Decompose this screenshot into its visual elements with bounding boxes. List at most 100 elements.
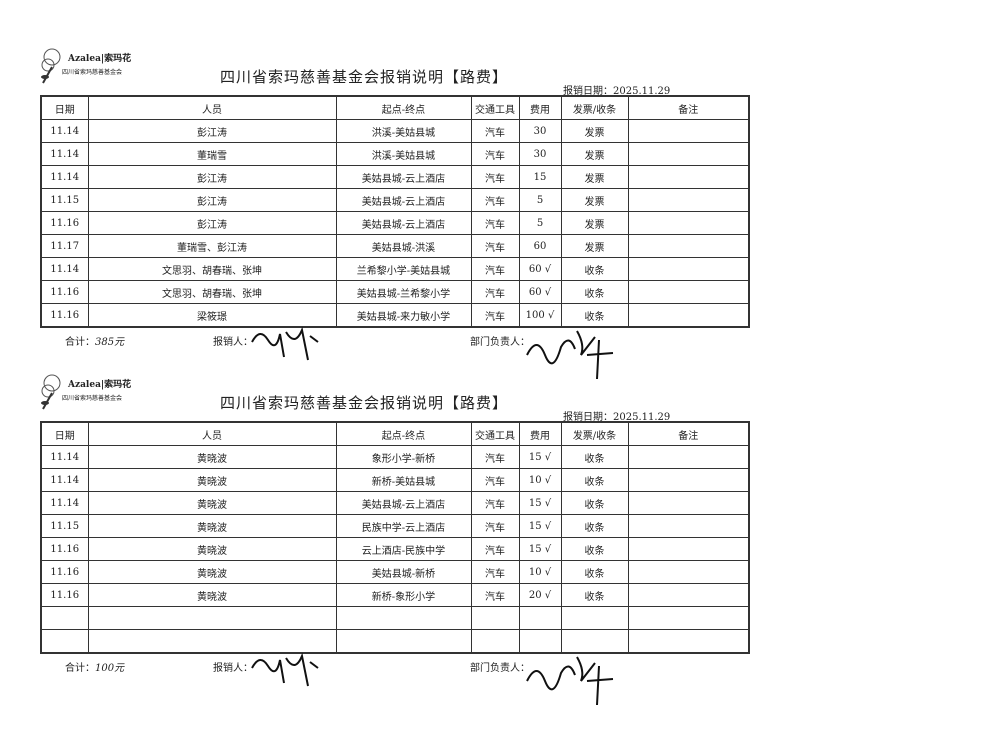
table-cell: 黄晓波 — [87, 468, 337, 492]
table-cell — [627, 142, 750, 166]
table-cell: 11.14 — [40, 165, 89, 189]
table-cell: 彭江涛 — [87, 119, 337, 143]
table-cell: 11.14 — [40, 119, 89, 143]
table-cell: 汽车 — [470, 537, 520, 561]
table-row: 11.16 黄晓波 美姑县城-新桥 汽车 10 √ 收条 — [40, 560, 750, 584]
column-header: 起点-终点 — [335, 95, 472, 120]
table-cell — [627, 211, 750, 235]
table-cell: 100 √ — [518, 303, 562, 328]
brand-name: Azalea|索玛花 — [68, 54, 132, 64]
table-cell: 美姑县城-云上酒店 — [335, 188, 472, 212]
expense-table: 日期 人员 起点-终点 交通工具 费用 发票/收条 备注 11.14 黄晓波 象形小学-新桥 汽车… — [40, 421, 750, 654]
table-cell: 收条 — [560, 514, 629, 538]
table-cell: 11.17 — [40, 234, 89, 258]
table-cell: 15 √ — [518, 445, 562, 469]
table-cell: 发票 — [560, 234, 629, 258]
column-header: 人员 — [87, 95, 337, 120]
table-cell — [627, 560, 750, 584]
table-cell: 梁筱璟 — [87, 303, 337, 328]
table-cell: 黄晓波 — [87, 560, 337, 584]
table-cell: 汽车 — [470, 514, 520, 538]
claimant-signature — [251, 326, 319, 361]
table-row: 11.16 梁筱璟 美姑县城-来力敏小学 汽车 100 √ 收条 — [40, 303, 750, 328]
table-row: 11.14 董瑞雪 洪溪-美姑县城 汽车 30 发票 — [40, 142, 750, 166]
table-header: 日期 人员 起点-终点 交通工具 费用 发票/收条 备注 — [40, 95, 750, 120]
table-cell — [627, 629, 750, 654]
table-cell: 收条 — [560, 583, 629, 607]
column-header: 日期 — [40, 95, 89, 120]
table-cell: 汽车 — [470, 211, 520, 235]
reimbursement-date: 报销日期：2025.11.29 — [563, 412, 671, 423]
table-cell: 收条 — [560, 537, 629, 561]
table-cell: 11.15 — [40, 514, 89, 538]
table-cell: 60 — [518, 234, 562, 258]
table-cell: 发票 — [560, 142, 629, 166]
table-cell: 发票 — [560, 211, 629, 235]
table-row: 11.14 黄晓波 象形小学-新桥 汽车 15 √ 收条 — [40, 445, 750, 469]
table-cell: 收条 — [560, 468, 629, 492]
table-header: 日期 人员 起点-终点 交通工具 费用 发票/收条 备注 — [40, 421, 750, 446]
manager-signature — [526, 656, 614, 706]
table-cell — [627, 583, 750, 607]
table-cell: 汽车 — [470, 560, 520, 584]
table-row: 11.16 黄晓波 云上酒店-民族中学 汽车 15 √ 收条 — [40, 537, 750, 561]
table-cell: 汽车 — [470, 119, 520, 143]
table-cell: 汽车 — [470, 188, 520, 212]
table-cell: 发票 — [560, 188, 629, 212]
table-cell — [627, 188, 750, 212]
table-cell: 汽车 — [470, 280, 520, 304]
form-title: 四川省索玛慈善基金会报销说明【路费】 — [220, 394, 509, 412]
table-cell: 汽车 — [470, 445, 520, 469]
table-row: 11.14 黄晓波 美姑县城-云上酒店 汽车 15 √ 收条 — [40, 491, 750, 515]
table-cell: 15 — [518, 165, 562, 189]
column-header: 备注 — [627, 95, 750, 120]
table-row: 11.14 文思羽、胡春瑞、张坤 兰希黎小学-美姑县城 汽车 60 √ 收条 — [40, 257, 750, 281]
table-cell — [87, 629, 337, 654]
table-cell: 收条 — [560, 280, 629, 304]
table-cell: 15 √ — [518, 514, 562, 538]
column-header: 交通工具 — [470, 421, 520, 446]
table-cell — [560, 629, 629, 654]
table-cell: 收条 — [560, 303, 629, 328]
total: 合计：100元 — [65, 663, 125, 674]
table-cell — [87, 606, 337, 630]
table-row: 11.16 彭江涛 美姑县城-云上酒店 汽车 5 发票 — [40, 211, 750, 235]
table-cell: 5 — [518, 211, 562, 235]
table-cell — [40, 629, 89, 654]
table-cell: 汽车 — [470, 583, 520, 607]
table-cell: 30 — [518, 142, 562, 166]
table-cell: 11.16 — [40, 280, 89, 304]
table-cell: 11.14 — [40, 142, 89, 166]
table-cell: 黄晓波 — [87, 491, 337, 515]
table-cell: 董瑞雪、彭江涛 — [87, 234, 337, 258]
table-cell: 11.16 — [40, 211, 89, 235]
claimant-signature — [251, 652, 319, 687]
table-cell: 美姑县城-洪溪 — [335, 234, 472, 258]
column-header: 起点-终点 — [335, 421, 472, 446]
table-cell — [627, 234, 750, 258]
table-row: 11.15 彭江涛 美姑县城-云上酒店 汽车 5 发票 — [40, 188, 750, 212]
table-cell — [627, 119, 750, 143]
table-row — [40, 606, 750, 630]
table-cell: 收条 — [560, 257, 629, 281]
table-cell: 董瑞雪 — [87, 142, 337, 166]
table-cell: 收条 — [560, 560, 629, 584]
column-header: 人员 — [87, 421, 337, 446]
table-cell: 美姑县城-云上酒店 — [335, 491, 472, 515]
table-cell: 美姑县城-云上酒店 — [335, 165, 472, 189]
table-cell: 汽车 — [470, 303, 520, 328]
table-cell: 60 √ — [518, 257, 562, 281]
table-cell: 11.14 — [40, 445, 89, 469]
column-header: 交通工具 — [470, 95, 520, 120]
table-cell: 11.14 — [40, 257, 89, 281]
expense-table: 日期 人员 起点-终点 交通工具 费用 发票/收条 备注 11.14 彭江涛 洪溪-美姑县城 汽车… — [40, 95, 750, 328]
table-cell: 美姑县城-来力敏小学 — [335, 303, 472, 328]
column-header: 备注 — [627, 421, 750, 446]
table-cell — [518, 606, 562, 630]
table-cell: 发票 — [560, 119, 629, 143]
table-cell: 洪溪-美姑县城 — [335, 142, 472, 166]
table-cell: 兰希黎小学-美姑县城 — [335, 257, 472, 281]
table-cell: 洪溪-美姑县城 — [335, 119, 472, 143]
logo: Azalea|索玛花 四川省索玛慈善基金会 — [38, 45, 148, 85]
claimant-label: 报销人： — [213, 663, 253, 674]
